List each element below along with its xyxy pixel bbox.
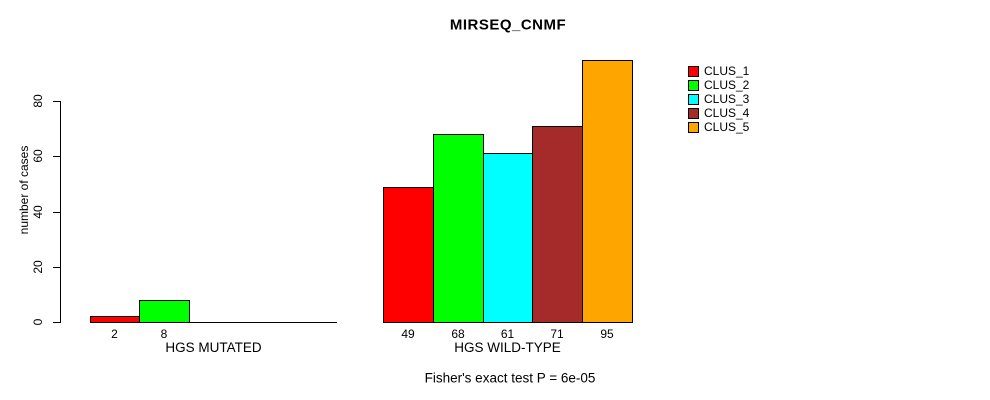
legend-swatch-clus_2 (688, 79, 699, 91)
group-label: HGS MUTATED (165, 340, 262, 355)
bar-value-label: 71 (550, 327, 564, 341)
legend-item: CLUS_2 (688, 78, 749, 92)
bar-value-label: 49 (401, 327, 415, 341)
y-tick-label: 60 (31, 149, 45, 163)
y-axis-line (60, 101, 61, 323)
bar-value-label: 61 (500, 327, 515, 341)
legend-item: CLUS_5 (688, 120, 749, 134)
bar (483, 153, 533, 323)
y-axis-tick (53, 267, 60, 268)
legend-item: CLUS_3 (688, 92, 749, 106)
group-baseline (90, 322, 337, 323)
y-tick-label: 40 (31, 205, 45, 219)
legend-swatch-clus_5 (688, 121, 699, 133)
y-tick-label: 0 (31, 318, 45, 326)
bar (383, 187, 434, 323)
legend-swatch-clus_4 (688, 107, 699, 119)
y-axis-tick (53, 322, 60, 323)
legend-item: CLUS_1 (688, 64, 749, 78)
legend-swatch-clus_1 (688, 65, 699, 77)
bar-value-label: 8 (160, 327, 168, 341)
legend-label: CLUS_5 (704, 120, 750, 134)
legend: CLUS_1 CLUS_2 CLUS_3 CLUS_4 CLUS_5 (688, 64, 749, 134)
y-axis-tick (53, 156, 60, 157)
legend-swatch-clus_3 (688, 93, 699, 105)
y-tick-label: 20 (31, 260, 45, 274)
bar-value-label: 95 (600, 327, 614, 341)
group-label: HGS WILD-TYPE (454, 340, 561, 355)
legend-label: CLUS_2 (704, 78, 750, 92)
chart-title: MIRSEQ_CNMF (449, 16, 567, 34)
footnote-text: Fisher's exact test P = 6e-05 (424, 370, 596, 386)
bar (90, 316, 140, 323)
bar (139, 300, 190, 323)
y-axis-tick (53, 212, 60, 213)
bar (433, 134, 484, 323)
bar (532, 126, 583, 323)
legend-label: CLUS_4 (704, 106, 750, 120)
bar-value-label: 2 (111, 327, 118, 341)
bar-value-label: 68 (451, 327, 465, 341)
legend-label: CLUS_3 (704, 92, 750, 106)
legend-item: CLUS_4 (688, 106, 749, 120)
y-tick-label: 80 (31, 94, 45, 108)
legend-label: CLUS_1 (704, 64, 750, 78)
y-axis-tick (53, 101, 60, 102)
bar (582, 60, 633, 323)
